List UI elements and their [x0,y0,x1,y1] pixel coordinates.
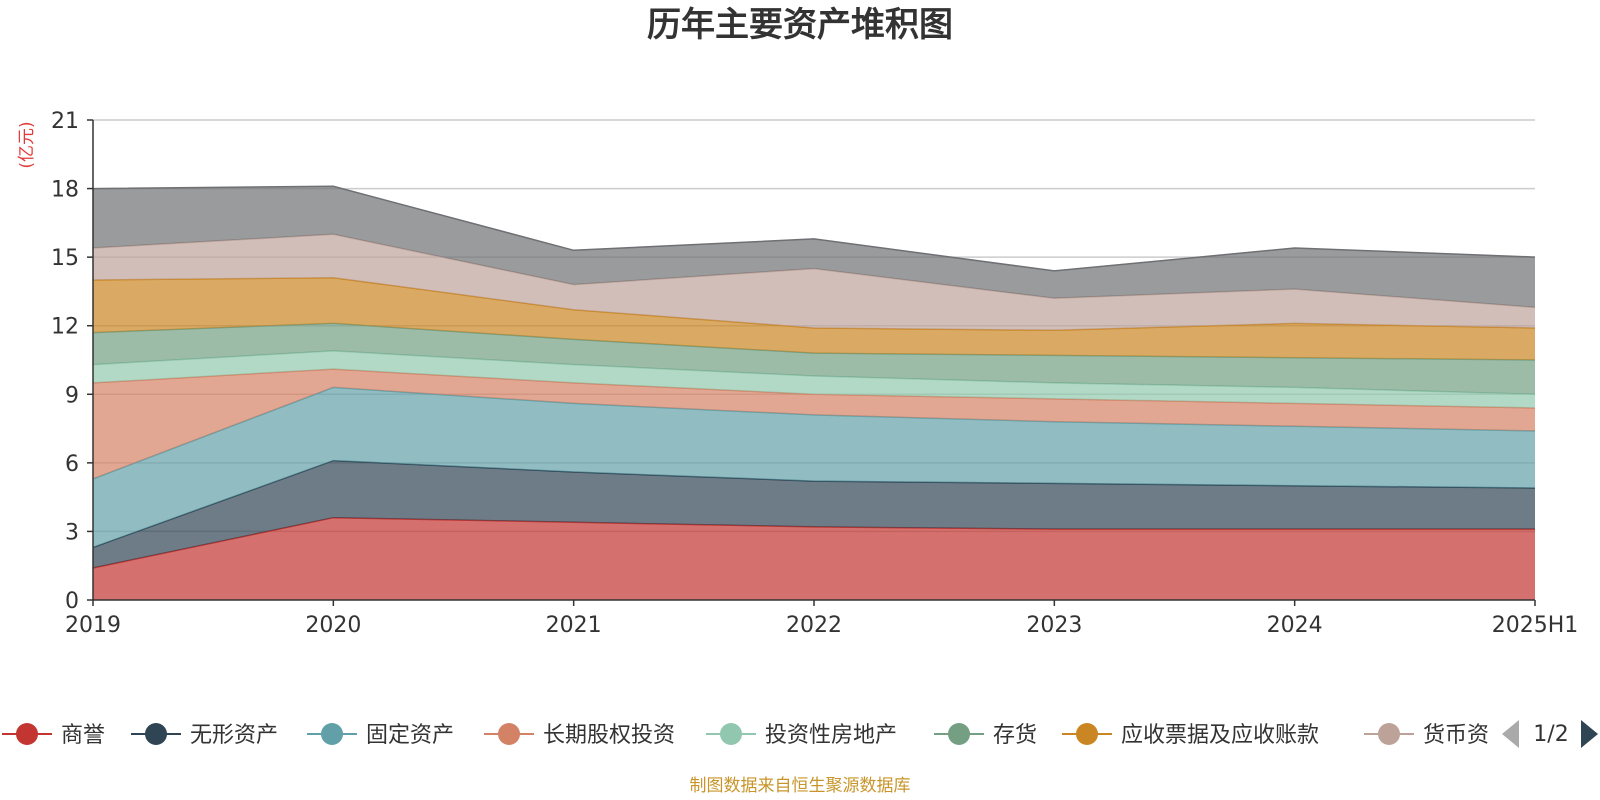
legend-label-5: 存货 [993,723,1037,748]
legend-label-1: 无形资产 [190,723,278,748]
legend-item-3[interactable]: 长期股权投资 [484,723,675,748]
legend-marker-4 [720,723,742,745]
area-series-4 [93,350,1535,408]
legend-label-7: 货币资 [1423,723,1489,748]
y-tick-label-4: 12 [51,315,79,340]
legend-page-indicator: 1/2 [1533,722,1568,747]
legend-item-4[interactable]: 投资性房地产 [706,723,897,748]
area-series [92,185,1536,600]
area-series-1 [93,460,1535,568]
y-axis-ticks: 0 3 6 9 12 15 18 21 [51,109,93,614]
x-tick-label-4: 2023 [1026,613,1082,638]
legend-label-3: 长期股权投资 [543,723,675,748]
chart-title: 历年主要资产堆积图 [647,5,953,45]
legend-prev-icon[interactable] [1502,720,1519,748]
y-tick-label-3: 9 [65,383,79,408]
legend-label-2: 固定资产 [366,723,454,748]
area-series-6 [93,277,1535,360]
legend-item-2[interactable]: 固定资产 [307,723,454,748]
legend-next-icon[interactable] [1581,720,1598,748]
x-tick-label-0: 2019 [65,613,121,638]
legend-marker-3 [498,723,520,745]
legend-marker-7 [1378,723,1400,745]
legend: 商誉 无形资产 固定资产 长期股权投资 投资性房地产 存货 应收票据及应收账款 货币资 [2,723,1489,748]
legend-label-6: 应收票据及应收账款 [1121,723,1319,748]
legend-label-0: 商誉 [61,723,105,748]
y-axis-unit: (亿元) [17,121,37,168]
y-tick-label-0: 0 [65,589,79,614]
legend-marker-1 [145,723,167,745]
legend-item-0[interactable]: 商誉 [2,723,105,748]
y-tick-label-6: 18 [51,178,79,203]
area-line-8 [92,185,1536,272]
legend-marker-5 [948,723,970,745]
legend-item-7[interactable]: 货币资 [1364,723,1489,748]
area-series-3 [93,369,1535,479]
x-tick-label-3: 2022 [786,613,842,638]
legend-item-1[interactable]: 无形资产 [131,723,278,748]
x-axis-ticks: 2019 2020 2021 2022 2023 2024 2025H1 [65,600,1578,638]
y-tick-label-5: 15 [51,246,79,271]
x-tick-label-5: 2024 [1267,613,1323,638]
legend-marker-2 [321,723,343,745]
y-tick-label-1: 3 [65,520,79,545]
x-tick-label-1: 2020 [305,613,361,638]
area-series-7 [93,234,1535,331]
area-series-5 [93,323,1535,395]
legend-pager: 1/2 [1502,720,1598,748]
legend-marker-6 [1076,723,1098,745]
area-series-8 [93,186,1535,308]
legend-label-4: 投资性房地产 [765,723,897,748]
x-tick-label-2: 2021 [546,613,602,638]
data-source-note: 制图数据来自恒生聚源数据库 [690,776,911,796]
y-tick-label-2: 6 [65,452,79,477]
legend-marker-0 [16,723,38,745]
legend-item-5[interactable]: 存货 [934,723,1037,748]
area-series-0 [93,517,1535,600]
area-series-2 [93,387,1535,548]
y-tick-label-7: 21 [51,109,79,134]
legend-item-6[interactable]: 应收票据及应收账款 [1062,723,1319,748]
x-tick-label-6: 2025H1 [1492,613,1579,638]
